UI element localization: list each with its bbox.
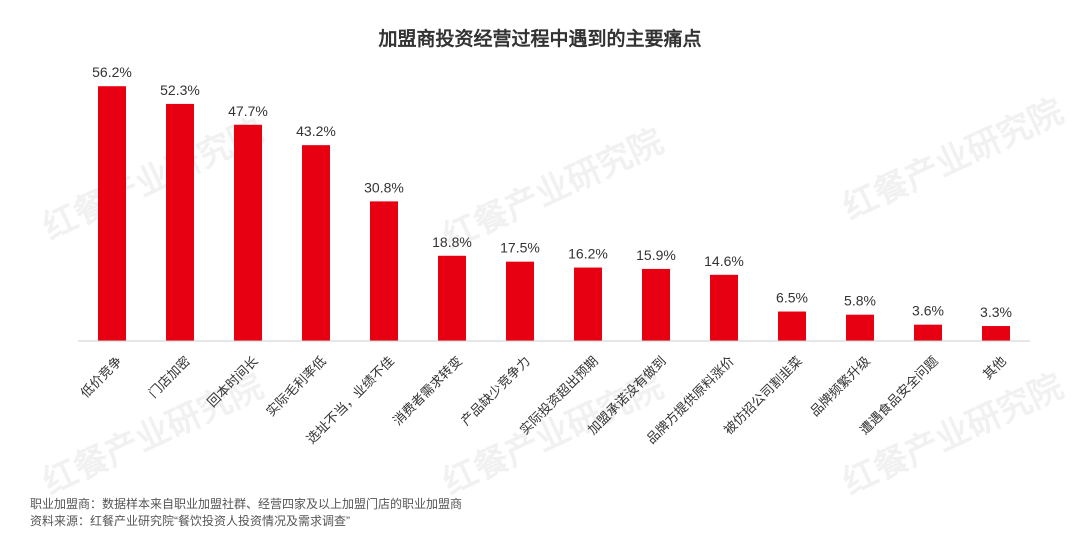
category-label-12: 品牌频繁升级 xyxy=(807,353,873,419)
bar-12 xyxy=(846,314,874,341)
value-label-9: 15.9% xyxy=(636,247,676,263)
bar-8 xyxy=(574,267,602,341)
value-label-14: 3.3% xyxy=(980,304,1012,320)
bar-5 xyxy=(370,201,398,341)
bar-6 xyxy=(438,255,466,341)
value-label-8: 16.2% xyxy=(568,246,608,262)
bar-4 xyxy=(302,145,330,341)
value-label-6: 18.8% xyxy=(432,234,472,250)
value-label-3: 47.7% xyxy=(228,103,268,119)
category-label-7: 产品缺少竞争力 xyxy=(458,353,533,428)
watermark-6: 红餐产业研究院 xyxy=(837,366,1069,502)
value-label-2: 52.3% xyxy=(160,82,200,98)
category-label-6: 消费者需求转变 xyxy=(390,353,465,428)
bar-14 xyxy=(982,326,1010,341)
bar-7 xyxy=(506,261,534,341)
category-label-2: 门店加密 xyxy=(146,353,193,400)
category-label-4: 实际毛利率低 xyxy=(263,353,329,419)
value-label-7: 17.5% xyxy=(500,240,540,256)
bar-2 xyxy=(166,103,194,341)
bar-1 xyxy=(98,86,126,341)
bar-13 xyxy=(914,324,942,341)
bar-10 xyxy=(710,274,738,341)
footnote-sample: 职业加盟商：数据样本来自职业加盟社群、经营四家及以上加盟门店的职业加盟商 xyxy=(30,496,462,511)
category-label-14: 其他 xyxy=(980,353,1009,382)
category-label-1: 低价竞争 xyxy=(78,353,125,400)
watermark-3: 红餐产业研究院 xyxy=(837,91,1069,227)
value-label-10: 14.6% xyxy=(704,253,744,269)
value-label-1: 56.2% xyxy=(92,64,132,80)
bar-11 xyxy=(778,311,806,341)
value-label-4: 43.2% xyxy=(296,123,336,139)
value-label-5: 30.8% xyxy=(364,179,404,195)
bar-9 xyxy=(642,268,670,341)
bar-group xyxy=(98,86,1010,341)
footnote-source: 资料来源：红餐产业研究院“餐饮投资人投资情况及需求调查” xyxy=(30,513,350,528)
value-label-12: 5.8% xyxy=(844,293,876,309)
bar-3 xyxy=(234,124,262,341)
chart-title: 加盟商投资经营过程中遇到的主要痛点 xyxy=(377,27,701,50)
value-label-11: 6.5% xyxy=(776,290,808,306)
value-label-group: 56.2% 52.3% 47.7% 43.2% 30.8% 18.8% 17.5% 16.2%… xyxy=(92,64,1012,320)
value-label-13: 3.6% xyxy=(912,303,944,319)
